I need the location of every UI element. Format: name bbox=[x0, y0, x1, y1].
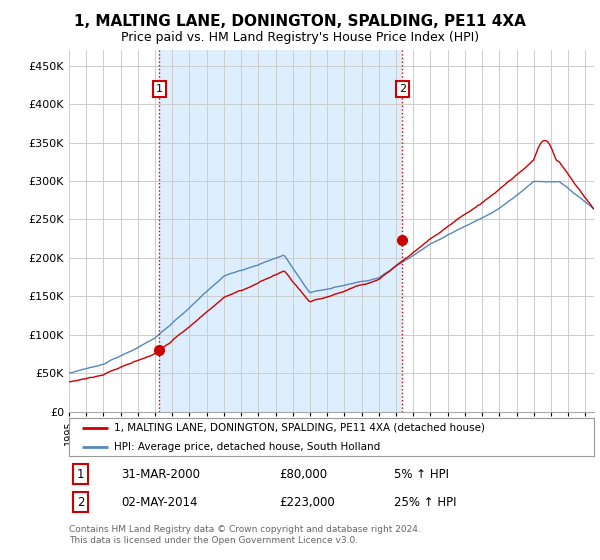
Text: Price paid vs. HM Land Registry's House Price Index (HPI): Price paid vs. HM Land Registry's House … bbox=[121, 31, 479, 44]
Text: Contains HM Land Registry data © Crown copyright and database right 2024.
This d: Contains HM Land Registry data © Crown c… bbox=[69, 525, 421, 545]
Text: 1: 1 bbox=[156, 84, 163, 94]
Text: 02-MAY-2014: 02-MAY-2014 bbox=[121, 496, 198, 509]
Text: £80,000: £80,000 bbox=[279, 468, 327, 481]
Bar bbox=[160, 50, 403, 412]
Text: HPI: Average price, detached house, South Holland: HPI: Average price, detached house, Sout… bbox=[113, 442, 380, 452]
Text: 1, MALTING LANE, DONINGTON, SPALDING, PE11 4XA: 1, MALTING LANE, DONINGTON, SPALDING, PE… bbox=[74, 14, 526, 29]
Text: 5% ↑ HPI: 5% ↑ HPI bbox=[395, 468, 449, 481]
Text: 1: 1 bbox=[77, 468, 84, 481]
Text: 25% ↑ HPI: 25% ↑ HPI bbox=[395, 496, 457, 509]
Text: 2: 2 bbox=[77, 496, 84, 509]
Text: 2: 2 bbox=[399, 84, 406, 94]
Text: £223,000: £223,000 bbox=[279, 496, 335, 509]
Text: 1, MALTING LANE, DONINGTON, SPALDING, PE11 4XA (detached house): 1, MALTING LANE, DONINGTON, SPALDING, PE… bbox=[113, 423, 485, 433]
Text: 31-MAR-2000: 31-MAR-2000 bbox=[121, 468, 200, 481]
